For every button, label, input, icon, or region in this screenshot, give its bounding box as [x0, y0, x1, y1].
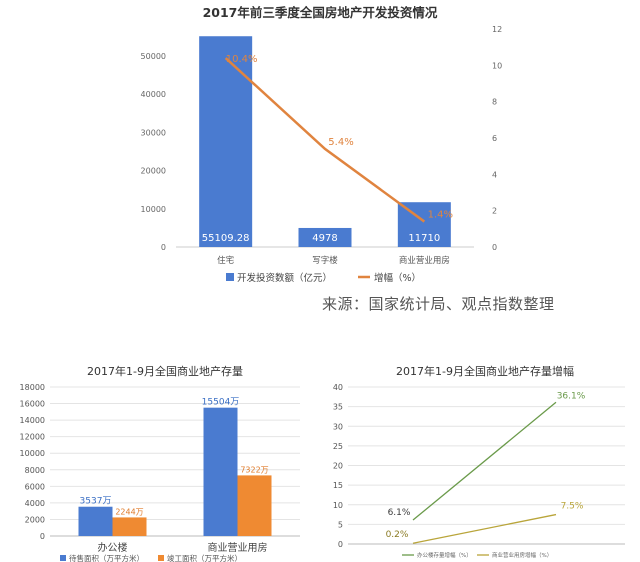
y-tick-label: 18000 [20, 383, 45, 392]
y-tick-label: 8000 [25, 466, 45, 475]
legend-swatch-bar [226, 273, 234, 281]
bar-value-label: 3537万 [80, 497, 112, 507]
point-label: 7.5% [561, 502, 584, 512]
bar-value-label: 7322万 [240, 465, 268, 474]
y-tick-label: 2000 [25, 515, 45, 524]
legend-label: 待售面积（万平方米） [69, 553, 144, 562]
bar-value-label: 11710 [408, 233, 440, 244]
y-tick-label: 30000 [141, 128, 166, 137]
inventory-chart: 2017年1-9月全国商业地产存量 0 2000 4000 6000 8000 10000 1… [20, 364, 300, 562]
bar-value-label: 15504万 [202, 398, 240, 408]
bar-value-label: 4978 [312, 233, 337, 244]
y-tick-label: 15 [333, 481, 343, 490]
legend-label-bar: 开发投资数额（亿元） [237, 272, 332, 284]
bar-value-label: 55109.28 [202, 233, 250, 244]
growth-value-label: 1.4% [428, 210, 453, 221]
y-tick-label: 16000 [20, 400, 45, 409]
legend-swatch [158, 555, 164, 561]
y-tick-label: 5 [338, 520, 343, 529]
bar [78, 506, 113, 536]
x-tick-label: 办公楼 [98, 541, 128, 554]
y-tick-label: 50000 [141, 52, 166, 61]
legend-label-line: 增幅（%） [374, 272, 421, 284]
growth-value-label: 10.4% [226, 54, 258, 65]
y-tick-label: 10 [333, 501, 343, 510]
y-tick-label: 25 [333, 442, 343, 451]
chart-title: 2017年前三季度全国房地产开发投资情况 [203, 5, 438, 20]
x-tick-label: 住宅 [217, 255, 234, 266]
bar [112, 517, 147, 536]
point-label: 0.2% [386, 530, 409, 540]
y-tick-label: 0 [161, 243, 166, 252]
y-tick-label: 40 [333, 383, 343, 392]
y-tick-label: 6000 [25, 482, 45, 491]
legend-label: 办公楼存量增幅（%） [417, 551, 472, 559]
y2-tick-label: 12 [492, 25, 502, 34]
y2-tick-label: 10 [492, 61, 502, 70]
y2-tick-label: 2 [492, 207, 497, 216]
inventory-growth-chart: 2017年1-9月全国商业地产存量增幅 0 5 10 15 20 25 30 35 40 6.1% 3… [333, 364, 625, 559]
legend-swatch [60, 555, 66, 561]
y-tick-label: 35 [333, 403, 343, 412]
chart-title: 2017年1-9月全国商业地产存量增幅 [396, 364, 574, 378]
point-label: 6.1% [388, 508, 411, 518]
y2-tick-label: 6 [492, 134, 497, 143]
y-tick-label: 12000 [20, 433, 45, 442]
x-tick-label: 商业营业用房 [208, 541, 268, 554]
y-tick-label: 10000 [20, 449, 45, 458]
x-tick-label: 写字楼 [312, 255, 338, 266]
growth-value-label: 5.4% [328, 137, 353, 148]
bar-value-label: 2244万 [115, 507, 143, 516]
y2-tick-label: 0 [492, 243, 497, 252]
y-tick-label: 10000 [141, 205, 166, 214]
point-label: 36.1% [557, 391, 586, 401]
y-tick-label: 30 [333, 422, 343, 431]
y2-tick-label: 8 [492, 98, 497, 107]
y-tick-label: 0 [338, 540, 343, 549]
bar [298, 227, 352, 247]
growth-line [224, 57, 426, 223]
y-tick-label: 40000 [141, 90, 166, 99]
chart-title: 2017年1-9月全国商业地产存量 [87, 364, 243, 378]
y-tick-label: 4000 [25, 499, 45, 508]
bar [199, 36, 253, 248]
bar [203, 407, 238, 536]
investment-chart: 2017年前三季度全国房地产开发投资情况 0 10000 20000 30000 4000… [141, 5, 503, 284]
series-line [412, 401, 557, 521]
y-tick-label: 14000 [20, 416, 45, 425]
series-line [412, 513, 557, 544]
x-tick-label: 商业营业用房 [399, 255, 450, 266]
bar [237, 475, 272, 536]
source-note: 来源：国家统计局、观点指数整理 [322, 295, 555, 313]
y-tick-label: 20 [333, 462, 343, 471]
y2-tick-label: 4 [492, 170, 497, 179]
legend-label: 竣工面积（万平方米） [167, 553, 242, 562]
legend-label: 商业营业用房增幅（%） [492, 551, 552, 559]
y-tick-label: 0 [40, 532, 45, 541]
y-tick-label: 20000 [141, 167, 166, 176]
